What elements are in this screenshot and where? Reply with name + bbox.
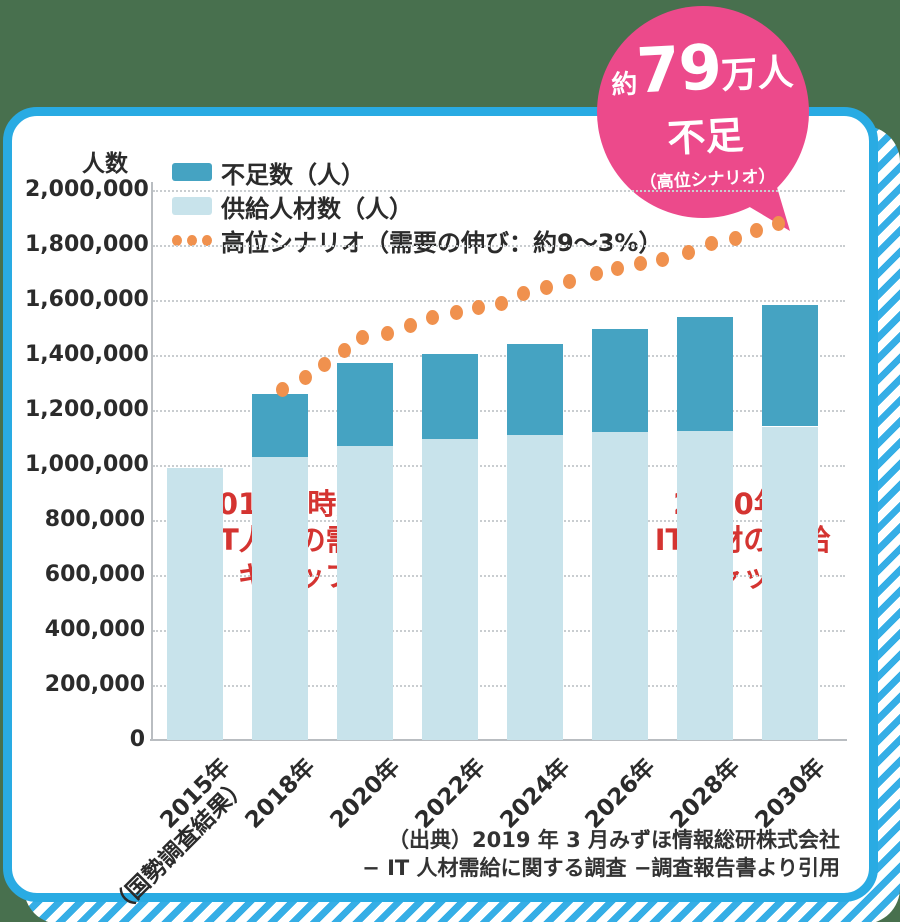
legend: 不足数（人） 供給人材数（人） 高位シナリオ（需要の伸び：約9～3%）	[172, 160, 662, 262]
scenario-dot	[611, 261, 625, 277]
legend-item-supply: 供給人材数（人）	[172, 194, 662, 223]
scenario-dot	[403, 317, 417, 333]
scenario-dot	[772, 215, 786, 231]
badge-number: 79	[634, 29, 723, 107]
scenario-dot	[705, 236, 719, 252]
gridline	[153, 520, 845, 522]
y-tick-label: 0	[129, 727, 145, 752]
scenario-dot	[425, 309, 439, 325]
scenario-dot	[298, 369, 312, 385]
badge-shortage-word: 不足	[666, 112, 745, 161]
y-tick-label: 400,000	[44, 617, 145, 642]
scenario-dot	[450, 305, 464, 321]
bar-shortage	[422, 353, 478, 439]
scenario-dot	[495, 295, 509, 311]
bar-supply	[422, 438, 478, 740]
scenario-dot	[317, 356, 331, 372]
y-axis-line	[151, 182, 153, 741]
gridline	[153, 245, 845, 247]
scenario-dot	[276, 382, 290, 398]
scenario-dot	[517, 285, 531, 301]
y-tick-label: 1,200,000	[25, 397, 149, 422]
gridline	[153, 685, 845, 687]
scenario-dot	[728, 230, 742, 246]
badge-headline: 約 79 万人	[609, 26, 795, 108]
bar-supply	[337, 445, 393, 740]
annotation-line: IT人材の需給	[654, 522, 831, 557]
source-citation: （出典）2019 年 3 月みずほ情報総研株式会社 − IT 人材需給に関する調…	[340, 827, 840, 882]
scenario-dot	[589, 266, 603, 282]
y-tick-label: 1,600,000	[25, 287, 149, 312]
scenario-dot	[471, 300, 485, 316]
legend-label-scenario: 高位シナリオ（需要の伸び：約9～3%）	[221, 228, 663, 257]
scenario-dot	[380, 325, 394, 341]
gridline	[153, 630, 845, 632]
badge-scenario-note: （高位シナリオ）	[639, 165, 777, 193]
gridline	[153, 465, 845, 467]
scenario-dot	[562, 273, 576, 289]
bar-supply	[677, 430, 733, 740]
annotation-2030-gap: 2030年の IT人材の需給 ギャップ	[615, 487, 870, 595]
y-tick-label: 1,000,000	[25, 452, 149, 477]
bar-supply	[507, 434, 563, 740]
legend-label-shortage: 不足数（人）	[221, 160, 365, 189]
shortage-swatch-icon	[172, 163, 212, 181]
scenario-dot	[356, 330, 370, 346]
bar-shortage	[677, 317, 733, 431]
badge-prefix: 約	[610, 68, 639, 101]
scenario-dot	[337, 343, 351, 359]
bar-supply	[167, 467, 223, 740]
gridline	[153, 190, 845, 192]
y-tick-label: 600,000	[44, 562, 145, 587]
legend-label-supply: 供給人材数（人）	[221, 194, 413, 223]
supply-swatch-icon	[172, 197, 212, 215]
scenario-dot	[750, 223, 764, 239]
bar-shortage	[592, 328, 648, 432]
gridline	[153, 410, 845, 412]
shortage-badge-text: 約 79 万人 不足 （高位シナリオ）	[594, 11, 814, 210]
bar-shortage	[337, 363, 393, 446]
bar-supply	[252, 456, 308, 740]
legend-item-shortage: 不足数（人）	[172, 160, 662, 189]
y-tick-label: 1,400,000	[25, 342, 149, 367]
y-tick-label: 800,000	[44, 507, 145, 532]
gridline	[153, 575, 845, 577]
y-tick-label: 2,000,000	[25, 177, 149, 202]
scenario-dot	[656, 251, 670, 267]
scenario-dot	[681, 245, 695, 261]
badge-unit: 万人	[720, 51, 795, 97]
gridline	[153, 355, 845, 357]
scenario-dot	[634, 256, 648, 272]
bar-shortage	[762, 304, 818, 427]
bar-shortage	[507, 344, 563, 435]
legend-item-scenario: 高位シナリオ（需要の伸び：約9～3%）	[172, 228, 662, 257]
y-axis-title: 人数	[82, 151, 128, 177]
y-tick-label: 200,000	[44, 672, 145, 697]
scenario-dots-icon	[172, 234, 212, 246]
scenario-dot	[540, 279, 554, 295]
source-line: （出典）2019 年 3 月みずほ情報総研株式会社	[388, 828, 840, 852]
x-axis-line	[150, 739, 847, 741]
bar-shortage	[252, 393, 308, 457]
bar-supply	[762, 426, 818, 740]
annotation-line: 2030年の	[673, 487, 812, 521]
source-line: − IT 人材需給に関する調査 −調査報告書より引用	[362, 855, 840, 880]
bar-supply	[592, 432, 648, 740]
y-tick-label: 1,800,000	[25, 232, 149, 257]
